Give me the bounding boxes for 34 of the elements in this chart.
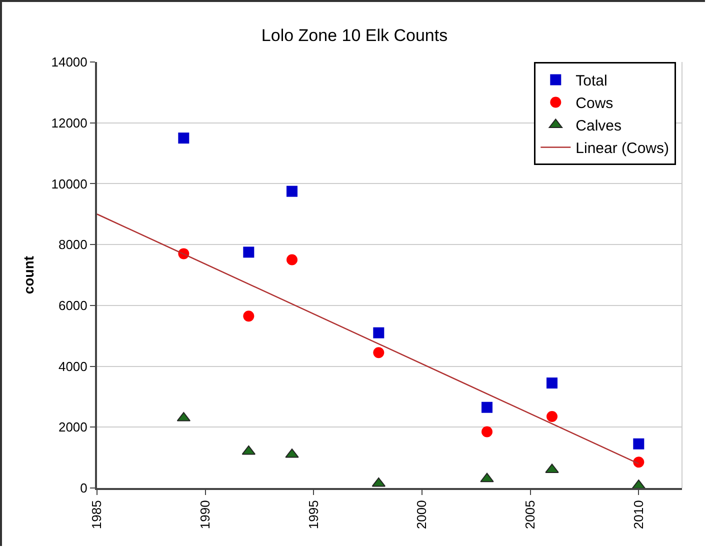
y-axis-title: count	[20, 256, 36, 294]
legend-label: Calves	[576, 118, 622, 135]
y-tick-label: 0	[80, 480, 88, 496]
y-tick-label: 12000	[51, 115, 88, 130]
point	[243, 310, 254, 322]
x-tick-label: 1995	[306, 500, 321, 530]
y-tick-label: 14000	[51, 54, 88, 70]
point	[546, 378, 558, 389]
point	[178, 132, 190, 144]
y-tick-label: 10000	[51, 176, 88, 192]
point	[286, 186, 298, 197]
x-tick-label: 1990	[198, 500, 213, 530]
y-tick-label: 6000	[58, 298, 88, 313]
x-tick-label: 2010	[630, 500, 646, 530]
y-tick-label: 4000	[58, 358, 88, 374]
x-tick-label: 2000	[414, 500, 430, 530]
point	[633, 438, 644, 450]
y-tick-label: 8000	[58, 237, 88, 252]
point	[373, 327, 384, 338]
legend-label: Total	[576, 72, 608, 90]
y-tick-label: 2000	[58, 420, 88, 435]
legend-label: Linear (Cows)	[576, 140, 670, 158]
point	[480, 472, 494, 482]
point	[286, 254, 298, 266]
point	[243, 246, 254, 258]
chart-title: Lolo Zone 10 Elk Counts	[261, 26, 448, 46]
point	[633, 456, 644, 468]
point	[373, 347, 384, 358]
point	[482, 402, 492, 413]
x-tick-label: 1985	[89, 500, 104, 530]
legend-label: Cows	[576, 95, 614, 112]
x-tick-label: 2005	[522, 500, 538, 530]
point	[546, 410, 558, 422]
point	[482, 426, 492, 438]
